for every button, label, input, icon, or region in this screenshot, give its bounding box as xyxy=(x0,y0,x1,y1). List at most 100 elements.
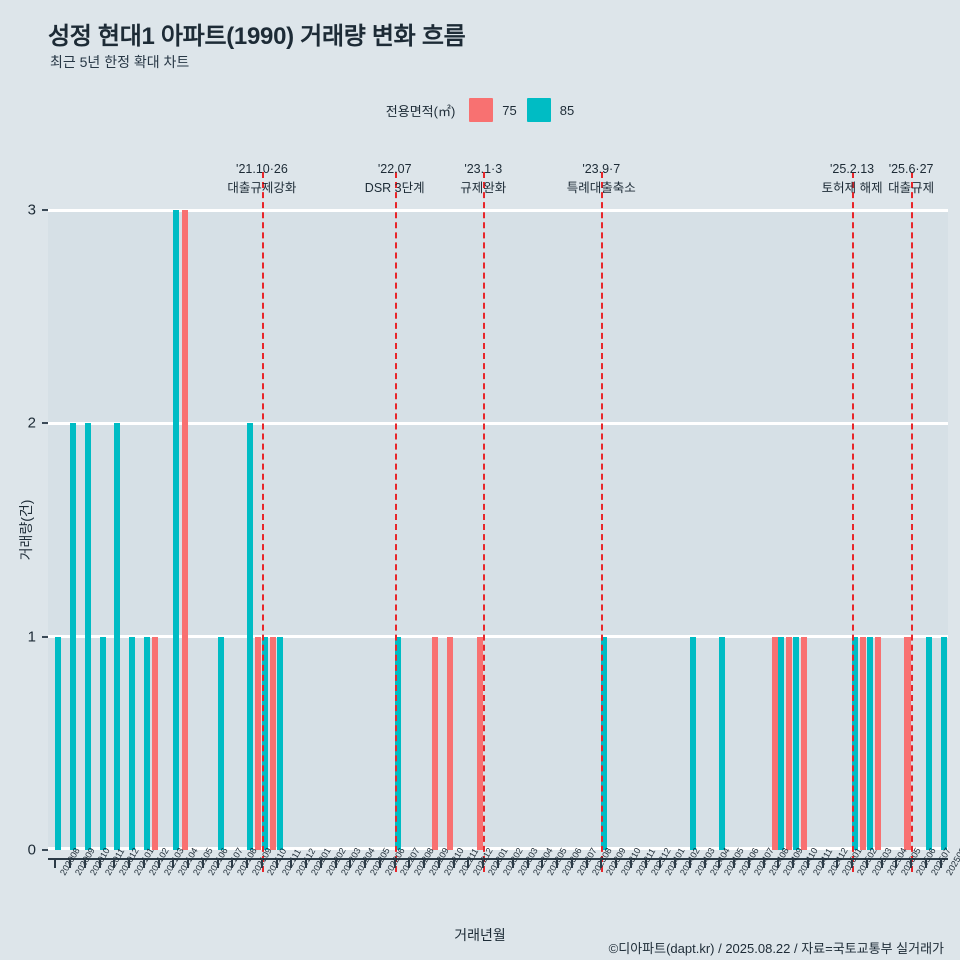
gridline xyxy=(48,635,948,639)
x-tick-mark xyxy=(895,858,898,868)
bar-75-202210[interactable] xyxy=(432,636,439,850)
x-tick-mark xyxy=(437,858,440,868)
bar-75-202110[interactable] xyxy=(255,636,262,850)
x-axis-label: 거래년월 xyxy=(454,927,506,943)
legend-swatch-85 xyxy=(526,98,551,122)
bar-85-202507[interactable] xyxy=(925,636,932,850)
bar-85-202405[interactable] xyxy=(719,636,726,850)
bar-85-202102[interactable] xyxy=(143,636,150,850)
bar-85-202309[interactable] xyxy=(601,636,608,850)
x-tick-mark xyxy=(526,858,529,868)
y-tick-label: 3 xyxy=(27,201,36,219)
bar-85-202101[interactable] xyxy=(129,636,136,850)
x-tick-mark xyxy=(452,858,455,868)
x-tick-mark xyxy=(231,858,234,868)
x-tick-mark xyxy=(128,858,131,868)
bar-85-202207[interactable] xyxy=(394,636,401,850)
event-text: 토허제 해제 xyxy=(821,181,883,196)
x-tick-mark xyxy=(747,858,750,868)
event-annotation-202502: '25.2.13 토허제 해제 xyxy=(822,160,883,199)
bar-75-202411[interactable] xyxy=(801,636,808,850)
x-tick-mark xyxy=(246,858,249,868)
x-tick-mark xyxy=(290,858,293,868)
y-tick-mark xyxy=(42,849,48,851)
bar-85-202008[interactable] xyxy=(55,636,62,850)
x-tick-mark xyxy=(674,858,677,868)
x-tick-mark xyxy=(703,858,706,868)
bar-75-202504[interactable] xyxy=(874,636,881,850)
bar-75-202103[interactable] xyxy=(152,636,159,850)
bar-85-202010[interactable] xyxy=(84,423,91,850)
legend-swatch-75 xyxy=(469,98,494,122)
x-tick-mark xyxy=(570,858,573,868)
bar-75-202409[interactable] xyxy=(771,636,778,850)
x-tick-mark xyxy=(201,858,204,868)
bar-85-202508[interactable] xyxy=(940,636,947,850)
bar-75-202410[interactable] xyxy=(786,636,793,850)
event-text: DSR 3단계 xyxy=(364,181,425,196)
legend-label-85: 85 xyxy=(559,102,575,118)
y-tick-label: 1 xyxy=(27,628,36,646)
event-text: 규제완화 xyxy=(460,181,507,196)
footer-credit: ©디아파트(dapt.kr) / 2025.08.22 / 자료=국토교통부 실… xyxy=(608,941,944,956)
gridline xyxy=(48,847,948,850)
x-tick-mark xyxy=(541,858,544,868)
bar-85-202502[interactable] xyxy=(852,636,859,850)
page-subtitle: 최근 5년 한정 확대 차트 xyxy=(50,54,190,70)
event-line-202110 xyxy=(261,172,264,872)
y-axis-label: 거래량(건) xyxy=(18,499,34,561)
x-tick-mark xyxy=(821,858,824,868)
event-line-202506 xyxy=(911,172,914,872)
bar-85-202011[interactable] xyxy=(99,636,106,850)
x-tick-mark xyxy=(83,858,86,868)
x-tick-mark xyxy=(408,858,411,868)
bar-85-202109[interactable] xyxy=(247,423,254,850)
bar-85-202012[interactable] xyxy=(114,423,121,850)
x-tick-mark xyxy=(467,858,470,868)
gridline xyxy=(48,208,948,212)
y-tick-label: 2 xyxy=(27,414,36,432)
x-tick-mark xyxy=(216,858,219,868)
x-tick-mark xyxy=(880,858,883,868)
event-date: '23.1·3 xyxy=(464,162,503,176)
x-tick-mark xyxy=(334,858,337,868)
x-tick-mark xyxy=(910,858,913,868)
bar-85-202409[interactable] xyxy=(778,636,785,850)
x-tick-mark xyxy=(851,858,854,868)
bar-75-202211[interactable] xyxy=(447,636,454,850)
x-tick-mark xyxy=(497,858,499,868)
chart-legend: 전용면적(㎡) 75 85 xyxy=(0,98,960,122)
bar-85-202111[interactable] xyxy=(276,636,283,850)
bar-85-202104[interactable] xyxy=(173,210,180,850)
bar-85-202009[interactable] xyxy=(70,423,77,850)
event-date: '23.9·7 xyxy=(582,162,621,176)
event-text: 특례대출축소 xyxy=(566,181,636,196)
y-tick-label: 0 xyxy=(27,841,36,859)
bar-75-202503[interactable] xyxy=(860,636,867,850)
x-tick-mark xyxy=(187,858,190,868)
x-tick-mark xyxy=(806,858,809,868)
x-tick-mark xyxy=(688,858,691,868)
legend-item-85[interactable]: 85 xyxy=(526,98,575,122)
x-tick-mark xyxy=(305,858,308,868)
event-line-202502 xyxy=(852,172,855,872)
bar-75-202105[interactable] xyxy=(181,210,188,850)
x-tick-mark xyxy=(319,858,322,868)
bar-75-202301[interactable] xyxy=(476,636,483,850)
bar-85-202503[interactable] xyxy=(866,636,873,850)
x-tick-mark xyxy=(260,858,263,868)
bar-85-202403[interactable] xyxy=(689,636,696,850)
bar-85-202107[interactable] xyxy=(217,636,224,850)
bar-75-202506[interactable] xyxy=(904,636,911,850)
bar-85-202110[interactable] xyxy=(261,636,268,850)
x-tick-mark xyxy=(865,858,868,868)
x-tick-mark xyxy=(836,858,839,868)
event-annotation-202110: '21.10·26 대출규제강화 xyxy=(227,160,296,199)
x-tick-mark xyxy=(349,858,352,868)
bar-85-202410[interactable] xyxy=(793,636,800,850)
bar-75-202111[interactable] xyxy=(270,636,277,850)
x-tick-mark xyxy=(718,858,721,868)
x-tick-mark xyxy=(629,858,632,868)
x-tick-mark xyxy=(142,858,145,868)
legend-item-75[interactable]: 75 xyxy=(469,98,517,122)
